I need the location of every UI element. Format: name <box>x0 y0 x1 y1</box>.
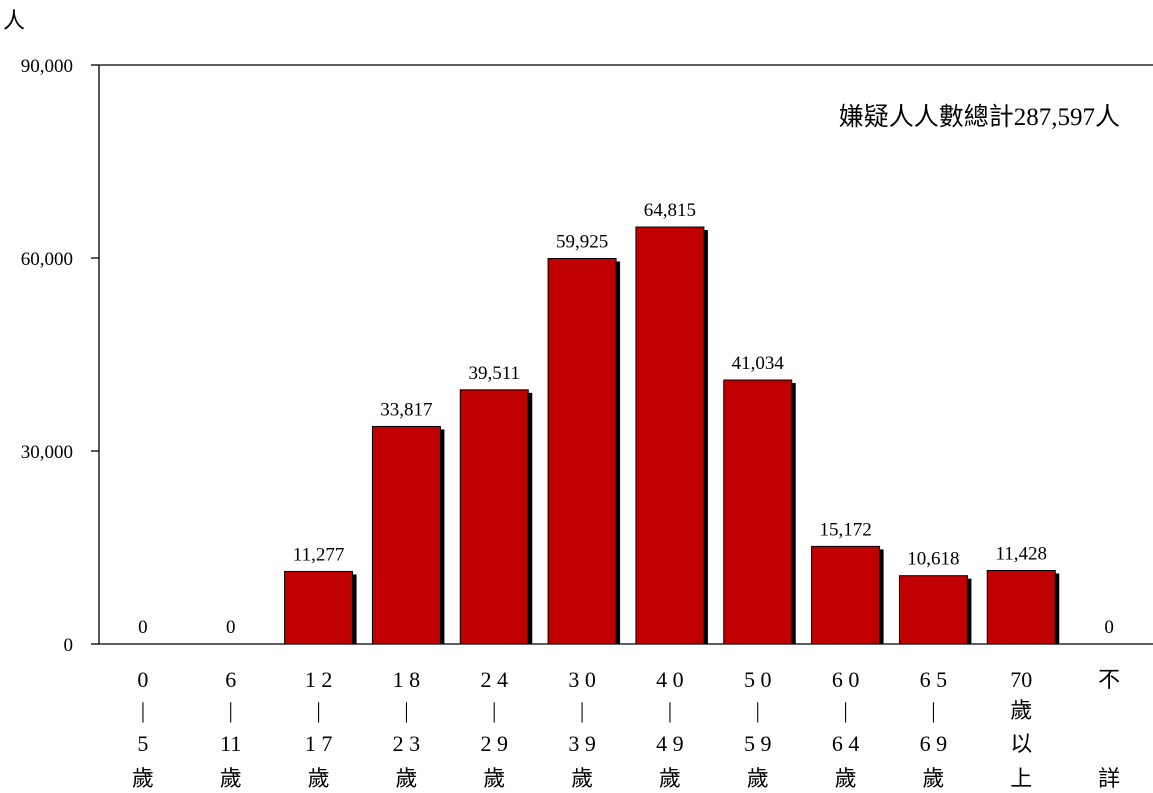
category-label: 6 9 <box>920 731 948 756</box>
bar <box>723 379 793 645</box>
category-label: 5 0 <box>744 667 772 692</box>
value-label: 0 <box>1104 617 1114 638</box>
category-label: 4 0 <box>656 667 684 692</box>
bar <box>986 569 1056 645</box>
category-label: | <box>404 698 408 723</box>
bar <box>811 545 881 645</box>
bar <box>547 257 617 645</box>
y-tick-label: 0 <box>64 635 74 656</box>
bar <box>371 425 441 645</box>
category-label: 歲 <box>483 766 505 791</box>
value-label: 0 <box>226 617 236 638</box>
category-label: 0 <box>137 667 148 692</box>
category-label: 1 8 <box>393 667 421 692</box>
category-label: 70 <box>1010 667 1032 692</box>
y-tick-label: 60,000 <box>21 249 73 270</box>
bar <box>898 575 968 645</box>
category-label: | <box>141 698 145 723</box>
total-annotation: 嫌疑人人數總計287,597人 <box>839 103 1120 131</box>
category-label: 6 5 <box>920 667 948 692</box>
category-label: | <box>316 698 320 723</box>
category-label: 歲 <box>835 766 857 791</box>
category-label: 歲 <box>1010 698 1032 723</box>
category-label: 詳 <box>1098 766 1120 791</box>
category-label: 2 4 <box>481 667 509 692</box>
category-label: 4 9 <box>656 731 684 756</box>
category-label: 1 2 <box>305 667 333 692</box>
category-label: 1 7 <box>305 731 333 756</box>
category-label: 6 4 <box>832 731 860 756</box>
value-label: 0 <box>138 617 148 638</box>
category-label: 歲 <box>308 766 330 791</box>
category-label: 11 <box>220 731 241 756</box>
value-label: 64,815 <box>644 200 696 221</box>
category-label: 歲 <box>132 766 154 791</box>
category-label: 歲 <box>220 766 242 791</box>
bar <box>635 226 705 645</box>
category-label: 歲 <box>395 766 417 791</box>
y-tick-label: 30,000 <box>21 442 73 463</box>
value-label: 15,172 <box>819 519 871 540</box>
category-label: 歲 <box>659 766 681 791</box>
category-label: 歲 <box>571 766 593 791</box>
category-label: 2 9 <box>481 731 509 756</box>
value-label: 11,428 <box>995 543 1047 564</box>
category-label: | <box>580 698 584 723</box>
value-label: 33,817 <box>380 399 432 420</box>
category-label: | <box>668 698 672 723</box>
y-axis-label: 人 <box>3 8 25 33</box>
y-tick-label: 90,000 <box>21 56 73 77</box>
category-label: 以 <box>1010 731 1032 756</box>
category-label: 3 9 <box>568 731 596 756</box>
category-label: | <box>492 698 496 723</box>
value-label: 41,034 <box>732 353 785 374</box>
category-label: 5 9 <box>744 731 772 756</box>
bar <box>459 389 529 645</box>
category-label: | <box>229 698 233 723</box>
category-label: 3 0 <box>568 667 596 692</box>
category-label: 歲 <box>922 766 944 791</box>
value-label: 11,277 <box>293 544 345 565</box>
category-label: | <box>756 698 760 723</box>
bar <box>284 570 354 645</box>
plot-area: 0 30,000 60,000 90,000 0 0 | 5 歲 0 6 | 11 歲 11,277 1 2 |… <box>21 56 1153 791</box>
category-label: 5 <box>137 731 148 756</box>
value-label: 59,925 <box>556 231 608 252</box>
category-label: 歲 <box>747 766 769 791</box>
category-label: 6 0 <box>832 667 860 692</box>
value-label: 10,618 <box>907 549 959 570</box>
category-label: 不 <box>1098 667 1120 692</box>
category-label: 上 <box>1010 766 1032 791</box>
value-label: 39,511 <box>468 363 520 384</box>
category-label: | <box>931 698 935 723</box>
category-label: | <box>843 698 847 723</box>
category-label: 6 <box>225 667 236 692</box>
category-label: 2 3 <box>393 731 421 756</box>
